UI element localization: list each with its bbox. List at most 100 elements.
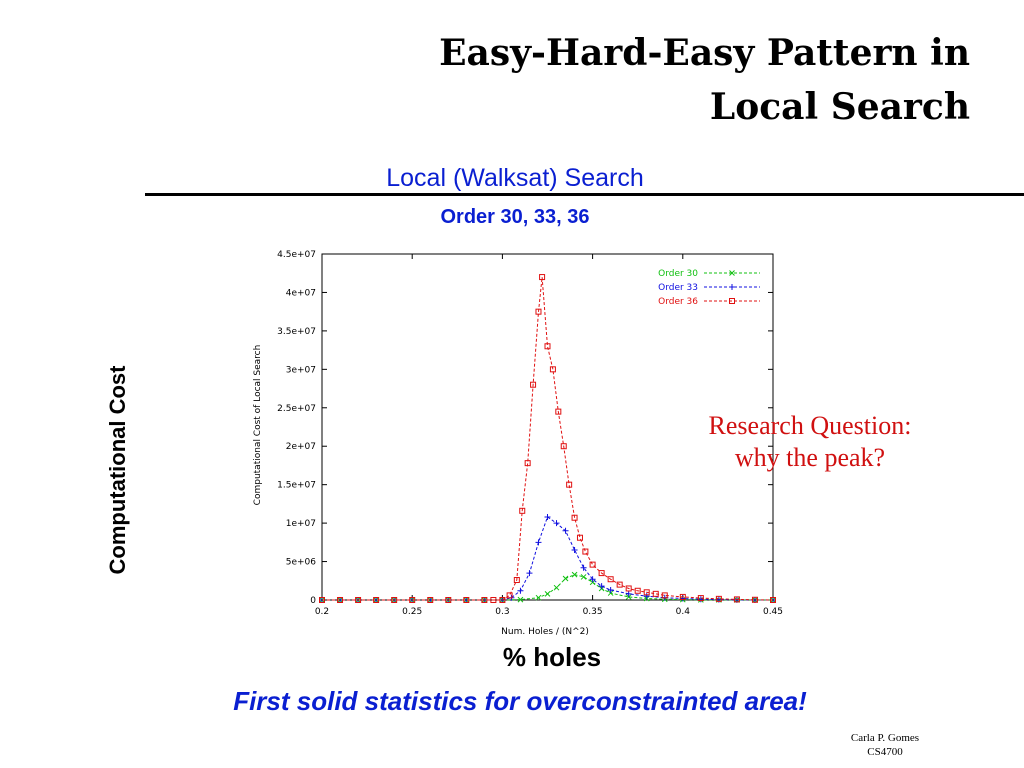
research-question-line-2: why the peak?	[734, 443, 886, 472]
data-point	[555, 408, 562, 415]
legend-label: Order 36	[658, 297, 698, 307]
data-point	[445, 597, 452, 603]
slide-title-line-1: Easy-Hard-Easy Pattern in	[439, 32, 970, 74]
y-axis-caption: Computational Cost	[105, 365, 130, 575]
data-point	[571, 514, 578, 521]
legend-marker	[729, 284, 735, 290]
y-tick-label: 1e+07	[286, 519, 316, 529]
data-point	[580, 574, 587, 580]
chart-legend: Order 30 Order 33 Order 36	[658, 269, 760, 307]
chart-heading: Local (Walksat) Search	[386, 164, 644, 192]
data-point	[598, 583, 605, 590]
x-tick-label: 0.2	[315, 607, 329, 617]
data-point	[524, 460, 531, 467]
data-point	[513, 577, 520, 584]
data-point	[391, 597, 398, 603]
series-order-33	[319, 513, 776, 603]
y-tick-label: 4.5e+07	[277, 250, 316, 260]
data-point	[535, 539, 542, 546]
data-point	[607, 590, 614, 596]
legend-label: Order 33	[658, 283, 698, 293]
data-point	[560, 443, 567, 450]
data-point	[652, 590, 659, 597]
data-point	[634, 587, 641, 594]
data-point	[589, 576, 596, 583]
data-point	[571, 571, 578, 578]
data-point	[544, 343, 551, 350]
y-axis-label: Computational Cost of Local Search	[253, 345, 263, 506]
slide-caption: First solid statistics for overconstrain…	[233, 686, 807, 716]
data-point	[607, 576, 614, 583]
legend-marker	[729, 298, 735, 304]
chart-subheading: Order 30, 33, 36	[440, 206, 590, 228]
data-point	[625, 585, 632, 592]
legend-marker	[729, 270, 735, 276]
series-line	[322, 516, 773, 601]
data-point	[530, 381, 537, 388]
data-point	[373, 597, 380, 603]
data-point	[770, 597, 776, 603]
data-point	[625, 594, 632, 600]
data-point	[535, 308, 542, 315]
heading-rule	[145, 193, 1024, 196]
chart-axes: 0 5e+06 1e+07 1.5e+07 2e+07 2.5e+07 3e+07 3.5e+…	[277, 250, 783, 617]
data-point	[463, 597, 470, 603]
data-point	[589, 561, 596, 568]
data-point	[715, 595, 722, 602]
data-point	[481, 597, 488, 603]
data-point	[499, 597, 506, 603]
data-point	[679, 593, 686, 600]
data-point	[549, 366, 556, 373]
data-point	[697, 595, 704, 602]
y-tick-label: 2.5e+07	[277, 404, 316, 414]
series-line	[322, 277, 774, 601]
chart-series	[319, 274, 776, 603]
data-point	[490, 597, 497, 603]
data-point	[733, 596, 740, 603]
data-point	[539, 274, 546, 281]
plot-frame	[321, 253, 774, 601]
data-point	[409, 597, 416, 603]
y-tick-label: 3e+07	[286, 365, 316, 375]
x-tick-label: 0.45	[763, 607, 783, 617]
data-point	[517, 596, 524, 603]
y-tick-label: 1.5e+07	[277, 481, 316, 491]
x-tick-label: 0.3	[495, 607, 509, 617]
data-point	[337, 597, 344, 603]
y-tick-label: 0	[310, 596, 316, 606]
data-point	[355, 597, 362, 603]
data-point	[582, 548, 589, 555]
slide-title-line-2: Local Search	[709, 86, 970, 128]
research-question-line-1: Research Question:	[708, 411, 912, 440]
data-point	[553, 520, 560, 527]
data-point	[553, 584, 560, 591]
data-point	[643, 593, 650, 600]
data-point	[661, 592, 668, 599]
research-question: Research Question: why the peak?	[660, 410, 960, 474]
data-point	[535, 594, 542, 601]
y-tick-label: 3.5e+07	[277, 327, 316, 337]
footer-course: CS4700	[867, 746, 903, 758]
data-point	[751, 596, 758, 603]
data-point	[580, 564, 587, 571]
line-chart: 0 5e+06 1e+07 1.5e+07 2e+07 2.5e+07 3e+07 3.5e+…	[253, 250, 783, 637]
data-point	[616, 581, 623, 588]
x-axis-label: Num. Holes / (N^2)	[501, 627, 589, 637]
data-point	[562, 527, 569, 534]
x-tick-label: 0.35	[583, 607, 603, 617]
legend-label: Order 30	[658, 269, 698, 279]
y-tick-label: 2e+07	[286, 442, 316, 452]
data-point	[506, 592, 513, 599]
y-tick-label: 5e+06	[286, 558, 317, 568]
footer-author: Carla P. Gomes	[850, 732, 920, 744]
data-point	[517, 587, 524, 594]
slide-footer: Carla P. Gomes CS4700	[820, 731, 950, 759]
data-point	[643, 589, 650, 596]
x-axis-caption: % holes	[502, 642, 602, 672]
series-line	[322, 574, 773, 601]
data-point	[544, 513, 551, 520]
data-point	[625, 590, 632, 597]
series-order-36	[319, 274, 776, 603]
data-point	[427, 597, 434, 603]
